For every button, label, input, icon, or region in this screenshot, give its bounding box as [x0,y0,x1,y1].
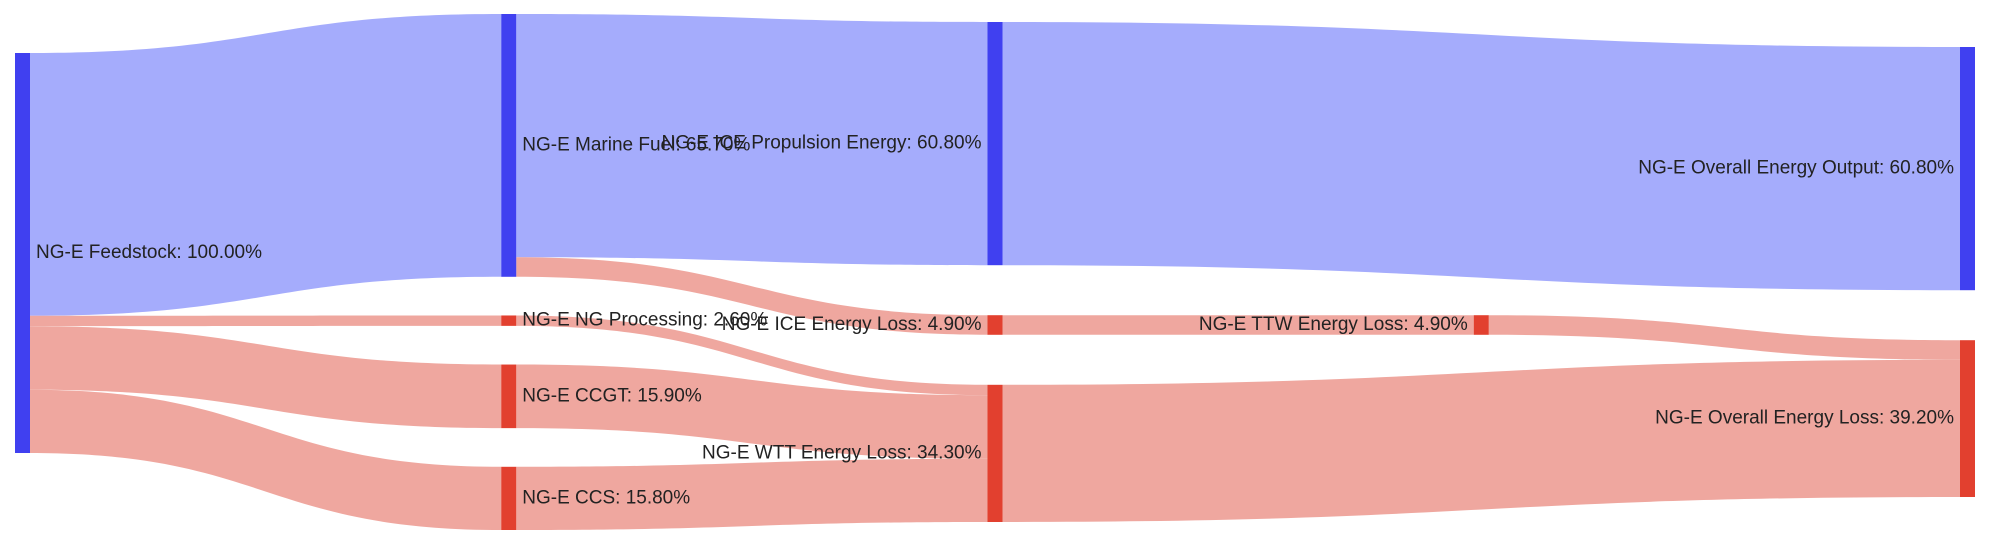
link [516,14,988,266]
link [1002,359,1960,522]
link [1002,22,1960,291]
link [516,364,988,459]
node [1960,47,1975,291]
node-label: NG-E Overall Energy Output: 60.80% [1638,158,1954,179]
node-label: NG-E WTT Energy Loss: 34.30% [702,442,982,463]
node [15,53,30,453]
link [30,315,502,327]
node-label: NG-E CCGT: 15.90% [522,385,702,406]
node-label: NG-E ICE Propulsion Energy: 60.80% [662,133,982,154]
node-label: NG-E Feedstock: 100.00% [36,242,262,263]
link [516,257,988,335]
node [501,364,517,429]
link [30,389,502,530]
node [1473,315,1489,335]
link [30,14,502,316]
link [516,315,988,396]
node [501,14,517,277]
node-label: NG-E CCS: 15.80% [522,487,690,508]
node [501,466,517,530]
node [1960,340,1975,497]
labels: NG-E Feedstock: 100.00% NG-E Marine Fuel:… [36,133,1954,509]
node [987,315,1003,335]
link [516,458,988,530]
node [987,22,1003,266]
nodes [15,14,1975,530]
link [30,326,502,429]
node-label: NG-E TTW Energy Loss: 4.90% [1199,314,1468,335]
node [501,315,517,326]
node-label: NG-E Marine Fuel: 65.70% [522,134,750,155]
node-label: NG-E ICE Energy Loss: 4.90% [722,314,982,335]
link [1002,315,1474,335]
node [987,384,1003,522]
node-label: NG-E NG Processing: 2.60% [522,310,767,331]
node-label: NG-E Overall Energy Loss: 39.20% [1655,408,1954,429]
link [1488,315,1960,360]
links [30,14,1960,530]
